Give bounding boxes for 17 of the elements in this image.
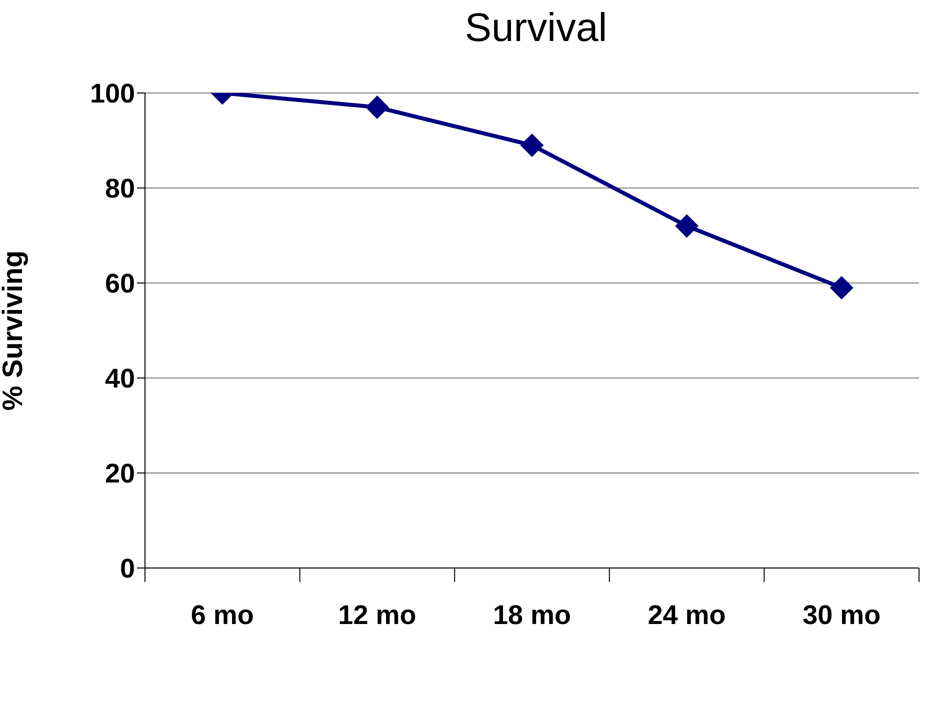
chart-title: Survival — [464, 6, 608, 51]
x-tick-label: 12 mo — [338, 600, 416, 630]
x-tick-label: 6 mo — [190, 600, 254, 630]
point — [520, 134, 544, 157]
x-tick-label: 18 mo — [492, 600, 572, 630]
y-tick-label: 60 — [104, 268, 135, 299]
y-tick-label: 100 — [90, 78, 135, 109]
y-tick-label: 20 — [104, 458, 135, 489]
point — [830, 276, 854, 300]
point — [675, 214, 698, 238]
y-tick-label: 80 — [104, 174, 135, 204]
x-tick-label: 30 mo — [802, 600, 881, 630]
point — [366, 96, 389, 119]
y-tick-label: 40 — [104, 364, 135, 394]
y-axis-title: % Surviving — [0, 250, 28, 411]
y-tick-label: 0 — [120, 554, 135, 584]
x-tick-label: 24 mo — [648, 600, 726, 630]
